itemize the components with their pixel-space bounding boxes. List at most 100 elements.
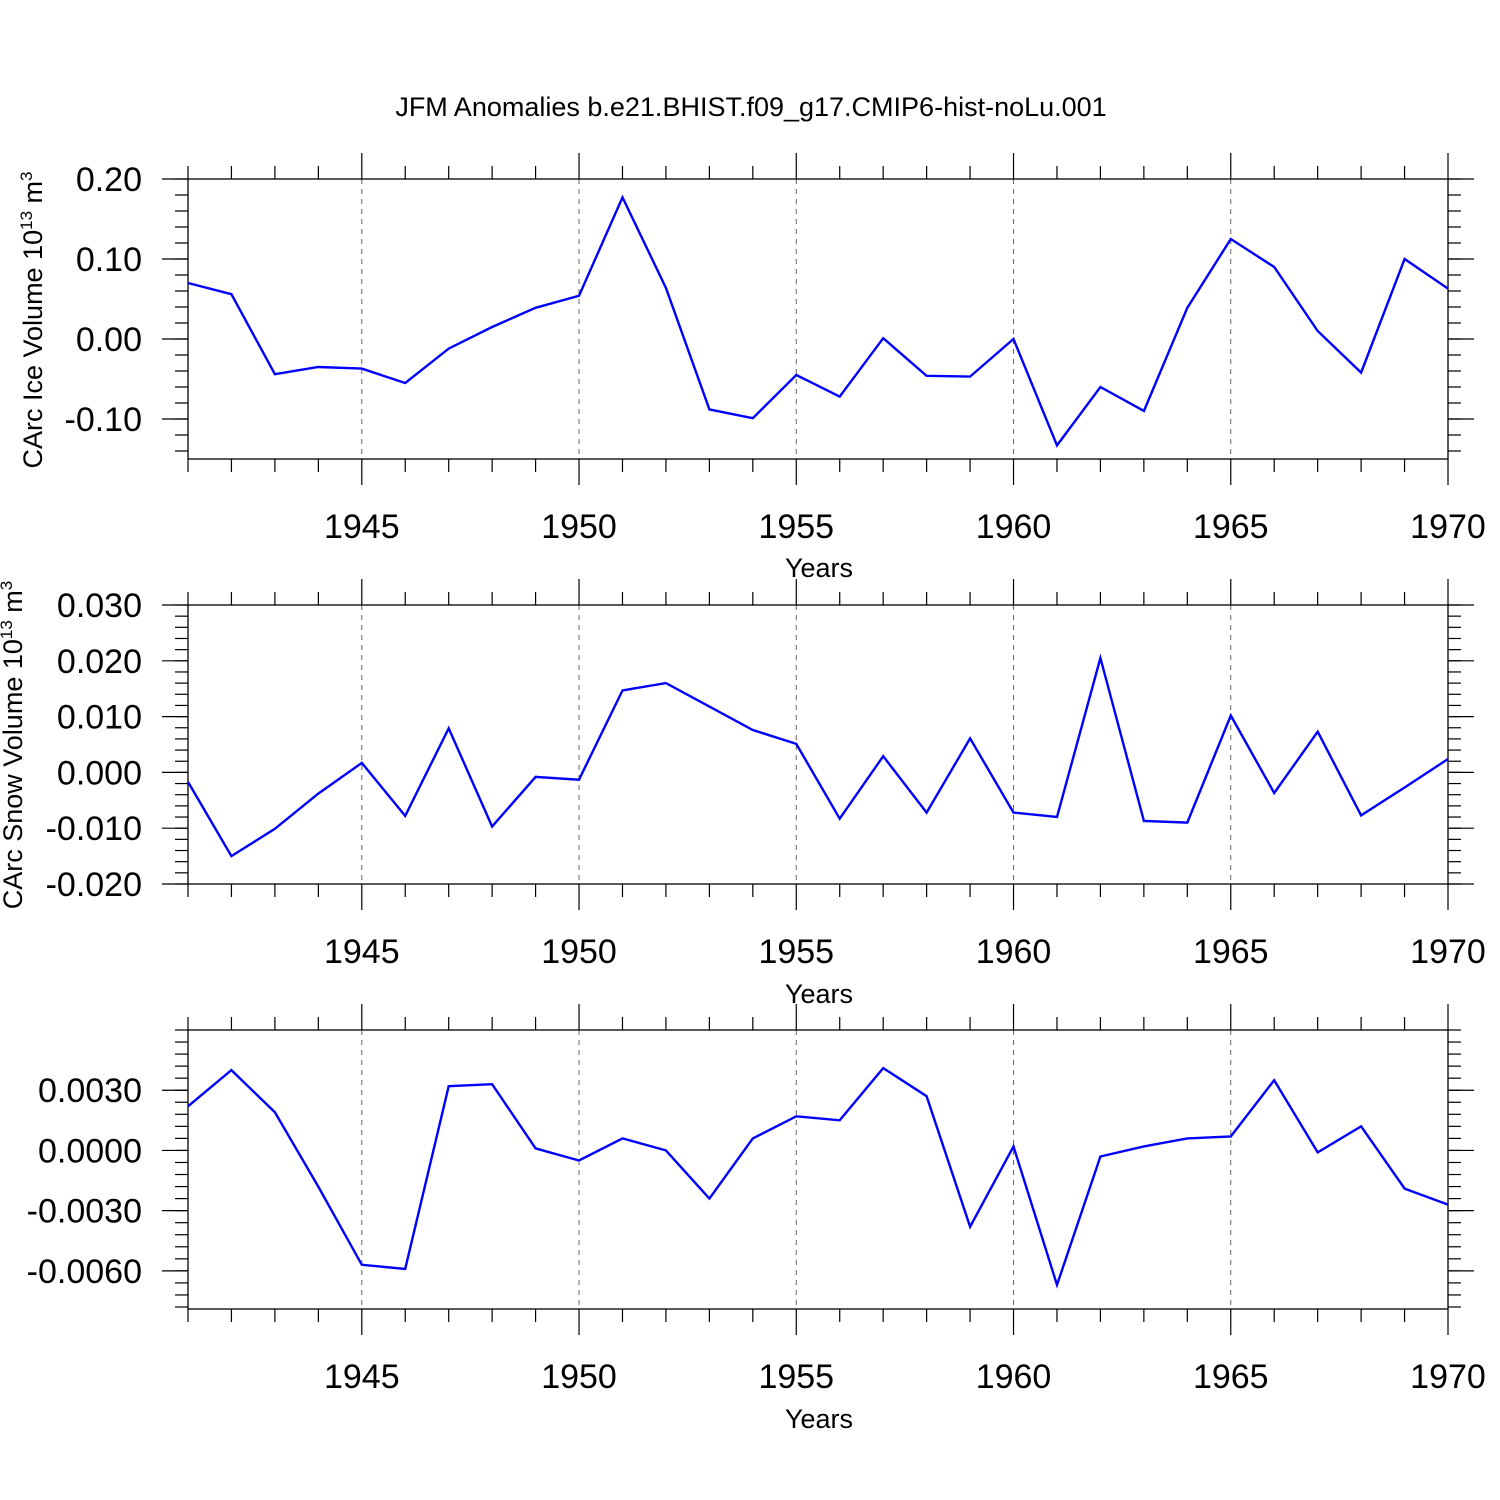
data-point (709, 409, 710, 410)
y-tick-label: 0.010 (57, 699, 142, 737)
plot-frame (187, 604, 1449, 885)
data-point (1187, 307, 1188, 308)
chart-panel-2: -0.020 -0.010 0.000 0.010 0.020 0.030 1945 1950… (0, 579, 1486, 1009)
x-tick-label: 1960 (976, 508, 1052, 546)
data-point (1404, 1188, 1405, 1189)
y-tick-label: -0.10 (65, 401, 143, 439)
data-point (492, 327, 493, 328)
chart-panel-3: -0.0060 -0.0030 0.0000 0.0030 1945 1950 1955 19… (27, 1004, 1486, 1434)
x-tick-label: 1955 (758, 1358, 834, 1396)
y-tick-label: 0.10 (76, 241, 142, 279)
x-tick-label: 1960 (976, 933, 1052, 971)
y-tick-label: 0.00 (76, 321, 142, 359)
data-point (1274, 1080, 1275, 1081)
data-point (535, 776, 536, 777)
y-tick-label: 0.030 (57, 587, 142, 625)
data-point (231, 294, 232, 295)
data-point (1274, 793, 1275, 794)
data-point (318, 1186, 319, 1187)
data-point (622, 197, 623, 198)
data-point (361, 368, 362, 369)
data-point (839, 396, 840, 397)
x-tick-label: 1945 (324, 1358, 400, 1396)
data-point (1317, 1152, 1318, 1153)
data-point (1013, 812, 1014, 813)
x-axis-title: Years (785, 1404, 853, 1434)
data-point (709, 1198, 710, 1199)
data-point (361, 762, 362, 763)
data-point (752, 729, 753, 730)
x-tick-label: 1965 (1193, 1358, 1269, 1396)
data-point (1143, 820, 1144, 821)
data-point (535, 1148, 536, 1149)
plot-frame (187, 178, 1449, 460)
x-tick-label: 1965 (1193, 933, 1269, 971)
data-point (1361, 815, 1362, 816)
y-tick-label: 0.000 (57, 754, 142, 792)
data-point (622, 1138, 623, 1139)
x-tick-label: 1950 (541, 508, 617, 546)
data-point (579, 295, 580, 296)
data-point (665, 683, 666, 684)
data-point (926, 1096, 927, 1097)
x-tick-label: 1970 (1410, 1358, 1486, 1396)
data-point (1317, 731, 1318, 732)
data-point (709, 706, 710, 707)
x-tick-label: 1950 (541, 933, 617, 971)
data-point (405, 383, 406, 384)
x-tick-label: 1950 (541, 1358, 617, 1396)
data-point (448, 728, 449, 729)
data-point (665, 1150, 666, 1151)
chart-panels: -0.10 0.00 0.10 0.20 1945 1950 1955 1960 1965 197… (0, 153, 1486, 1434)
data-point (535, 307, 536, 308)
y-axis-title: CArc Ice Volume 1013 m3 (17, 171, 48, 468)
data-point (361, 1264, 362, 1265)
chart-title: JFM Anomalies b.e21.BHIST.f09_g17.CMIP6-… (395, 92, 1106, 122)
data-point (231, 1070, 232, 1071)
plot-frame (187, 1029, 1449, 1310)
data-point (752, 418, 753, 419)
data-point (1143, 1146, 1144, 1147)
x-tick-label: 1955 (758, 933, 834, 971)
data-point (752, 1138, 753, 1139)
data-point (1056, 817, 1057, 818)
data-point (839, 1120, 840, 1121)
data-point (405, 815, 406, 816)
data-point (926, 375, 927, 376)
data-point (1100, 387, 1101, 388)
y-tick-label: 0.0030 (38, 1072, 142, 1110)
data-point (796, 743, 797, 744)
data-point (1404, 787, 1405, 788)
data-point (926, 812, 927, 813)
data-point (1448, 759, 1449, 760)
data-point (188, 283, 189, 284)
data-point (274, 1112, 275, 1113)
data-point (448, 1086, 449, 1087)
x-axis-title: Years (785, 979, 853, 1009)
data-point (318, 793, 319, 794)
x-tick-label: 1945 (324, 508, 400, 546)
data-point (579, 1160, 580, 1161)
x-tick-label: 1970 (1410, 508, 1486, 546)
data-point (448, 348, 449, 349)
data-point (492, 826, 493, 827)
y-tick-label: 0.0000 (38, 1132, 142, 1170)
series-line-1 (187, 1066, 1449, 1289)
chart-panel-1: -0.10 0.00 0.10 0.20 1945 1950 1955 1960 1965 197… (17, 153, 1486, 583)
data-point (1143, 411, 1144, 412)
x-tick-label: 1955 (758, 508, 834, 546)
y-axis-title: CArc Snow Volume 1013 m3 (0, 581, 28, 910)
y-tick-label: -0.020 (46, 866, 142, 904)
data-point (839, 818, 840, 819)
data-point (1100, 1156, 1101, 1157)
data-point (1187, 1138, 1188, 1139)
data-point (970, 376, 971, 377)
x-tick-label: 1970 (1410, 933, 1486, 971)
data-point (1230, 1136, 1231, 1137)
data-point (1448, 288, 1449, 289)
data-point (622, 690, 623, 691)
data-point (231, 856, 232, 857)
x-tick-label: 1965 (1193, 508, 1269, 546)
data-point (883, 338, 884, 339)
